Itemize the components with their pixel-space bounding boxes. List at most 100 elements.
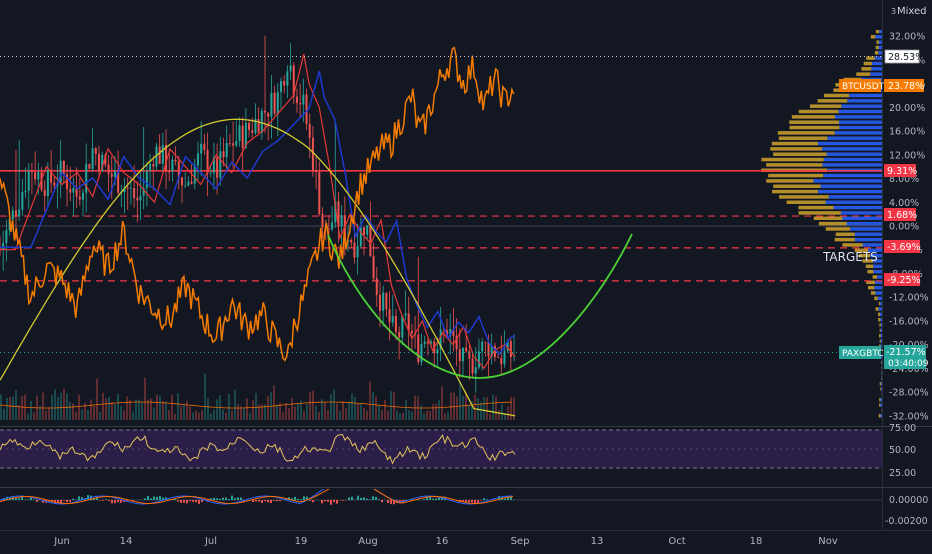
macd-axis[interactable]: 0.00000 -0.00200 <box>885 495 928 527</box>
volume-bar <box>192 413 194 420</box>
vp-blue-bar <box>849 94 882 98</box>
macd-hist <box>360 498 362 500</box>
vp-blue-bar <box>821 184 882 188</box>
macd-hist <box>255 500 257 501</box>
vp-blue-bar <box>881 339 882 343</box>
volume-bar <box>357 403 359 420</box>
badge-level-text: -3.69% <box>887 242 921 253</box>
volume-bar <box>399 413 401 420</box>
macd-hist <box>108 500 110 501</box>
volume-bar <box>435 404 437 420</box>
macd-hist <box>189 500 191 501</box>
candle-body <box>223 151 225 157</box>
vp-gold-bar <box>874 297 877 301</box>
vp-gold-bar <box>871 35 876 39</box>
volume-bar <box>135 400 137 420</box>
candle-body <box>2 243 4 250</box>
vp-blue-bar <box>834 206 882 210</box>
volume-bar <box>234 390 236 420</box>
vp-blue-bar <box>873 265 882 269</box>
vp-gold-bar <box>879 414 881 418</box>
candle-body <box>37 172 39 179</box>
time-tick: Oct <box>668 536 685 547</box>
vp-gold-bar <box>879 323 880 327</box>
volume-bar <box>207 398 209 420</box>
candle-body <box>478 351 480 367</box>
price-tick: 32.00% <box>889 32 925 43</box>
vp-gold-bar <box>876 307 879 311</box>
volume-bar <box>198 413 200 420</box>
macd-hist <box>219 499 221 500</box>
macd-hist <box>363 497 365 500</box>
volume-bar <box>474 395 476 420</box>
vp-blue-bar <box>881 329 882 333</box>
vp-gold-bar <box>789 120 839 124</box>
macd-hist <box>372 496 374 500</box>
volume-bar <box>21 396 23 420</box>
candle-body <box>280 81 282 92</box>
candle-body <box>162 145 164 164</box>
candle-body <box>60 161 62 183</box>
candle-body <box>341 215 343 226</box>
scale-mode-button[interactable]: Mixed <box>897 6 927 17</box>
vp-blue-bar <box>875 291 882 295</box>
price-tick: 20.00% <box>889 103 925 114</box>
volume-bar <box>441 386 443 420</box>
candle-body <box>424 342 426 344</box>
candle-body <box>114 171 116 176</box>
vp-gold-bar <box>856 72 870 76</box>
vp-blue-bar <box>822 147 882 151</box>
vp-blue-bar <box>880 398 882 402</box>
candle-body <box>235 141 237 146</box>
vp-gold-bar <box>876 30 879 34</box>
volume-bar <box>345 408 347 420</box>
macd-hist <box>486 499 488 500</box>
vp-gold-bar <box>792 115 835 119</box>
volume-bar <box>423 413 425 420</box>
volume-bar <box>249 414 251 420</box>
volume-bar <box>201 410 203 420</box>
price-tick: -28.00% <box>889 388 929 399</box>
volume-bar <box>102 393 104 420</box>
volume-bar <box>384 400 386 420</box>
candle-body <box>427 342 429 344</box>
candle-body <box>395 316 397 332</box>
vp-gold-bar <box>824 94 849 98</box>
vp-gold-bar <box>873 275 877 279</box>
macd-hist <box>195 500 197 502</box>
volume-bar <box>306 404 308 420</box>
vp-blue-bar <box>822 163 882 167</box>
candle-body <box>168 172 170 173</box>
candle-body <box>92 148 94 169</box>
macd-hist <box>33 499 35 500</box>
volume-bar <box>156 395 158 420</box>
macd-hist <box>267 500 269 502</box>
candle-body <box>79 197 81 200</box>
vp-gold-bar <box>787 201 826 205</box>
candle-body <box>264 111 266 113</box>
candle-body <box>69 189 71 192</box>
candle-body <box>95 148 97 154</box>
vp-gold-bar <box>779 195 829 199</box>
time-tick: Jun <box>53 536 70 547</box>
candle-body <box>191 182 193 184</box>
macd-hist <box>279 500 281 501</box>
vp-gold-bar <box>835 238 855 242</box>
vp-gold-bar <box>879 403 880 407</box>
macd-hist <box>312 500 314 502</box>
vp-blue-bar <box>855 238 882 242</box>
candle-body <box>465 348 467 352</box>
volume-bar <box>183 405 185 420</box>
candle-body <box>497 357 499 358</box>
volume-bar <box>69 402 71 420</box>
vp-blue-bar <box>880 302 882 306</box>
volume-bar <box>111 402 113 420</box>
vp-blue-bar <box>881 382 882 386</box>
rsi-axis[interactable]: 75.00 50.00 25.00 <box>889 423 916 479</box>
macd-hist <box>336 500 338 504</box>
vp-gold-bar <box>879 302 880 306</box>
volume-bar <box>276 405 278 420</box>
macd-hist <box>30 498 32 500</box>
